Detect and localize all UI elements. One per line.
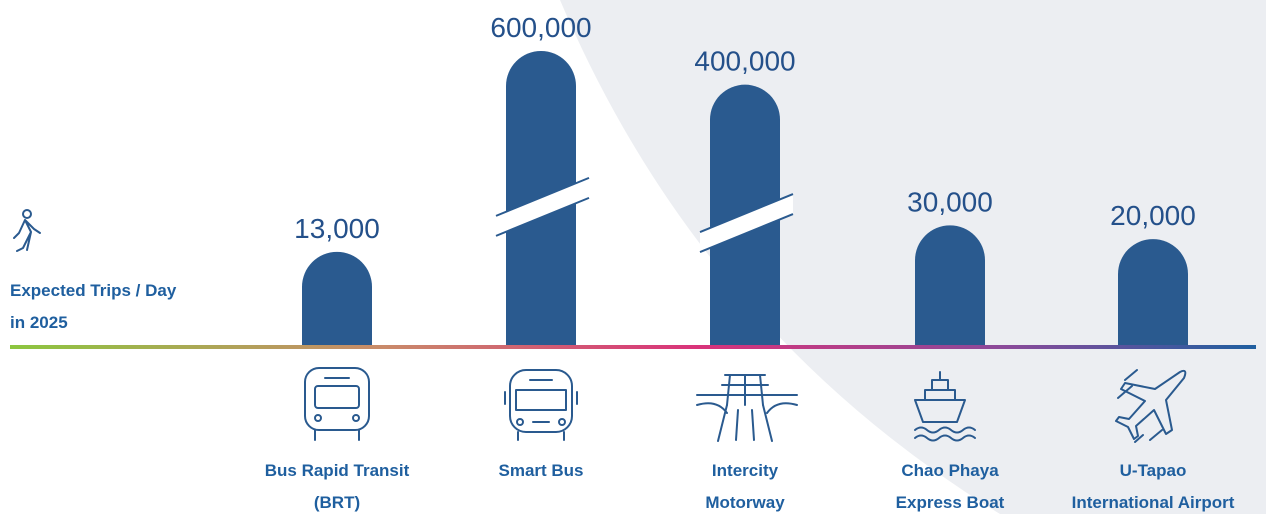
value-label: 600,000 [490,12,591,43]
bar [1118,239,1188,345]
axis-break-line [699,213,794,253]
category-label: (BRT) [314,493,360,512]
bar [915,225,985,345]
category-label: Express Boat [896,493,1005,512]
axis-break-line [495,196,590,237]
bus-icon [304,367,370,441]
walker-icon [13,209,41,252]
y-label: in 2025 [10,313,68,332]
category-label: Chao Phaya [901,461,999,480]
airplane-icon [1115,369,1187,443]
boat-icon [914,371,976,442]
value-label: 20,000 [1110,200,1196,231]
value-label: 400,000 [694,46,795,77]
category-label: Smart Bus [498,461,583,480]
bar [302,251,372,345]
value-label: 13,000 [294,213,380,244]
motorway-icon [696,374,798,442]
smart-bus-icon [504,369,578,441]
category-label: Motorway [705,493,785,512]
baseline [10,345,1256,349]
value-label: 30,000 [907,186,993,217]
category-label: Bus Rapid Transit [265,461,410,480]
axis-break-line [495,176,590,217]
category-label: International Airport [1072,493,1235,512]
y-label: Expected Trips / Day [10,281,177,300]
category-label: U-Tapao [1120,461,1187,480]
category-label: Intercity [712,461,779,480]
axis-break [700,194,793,253]
axis-break [496,177,589,236]
axis-break-line [699,193,794,233]
